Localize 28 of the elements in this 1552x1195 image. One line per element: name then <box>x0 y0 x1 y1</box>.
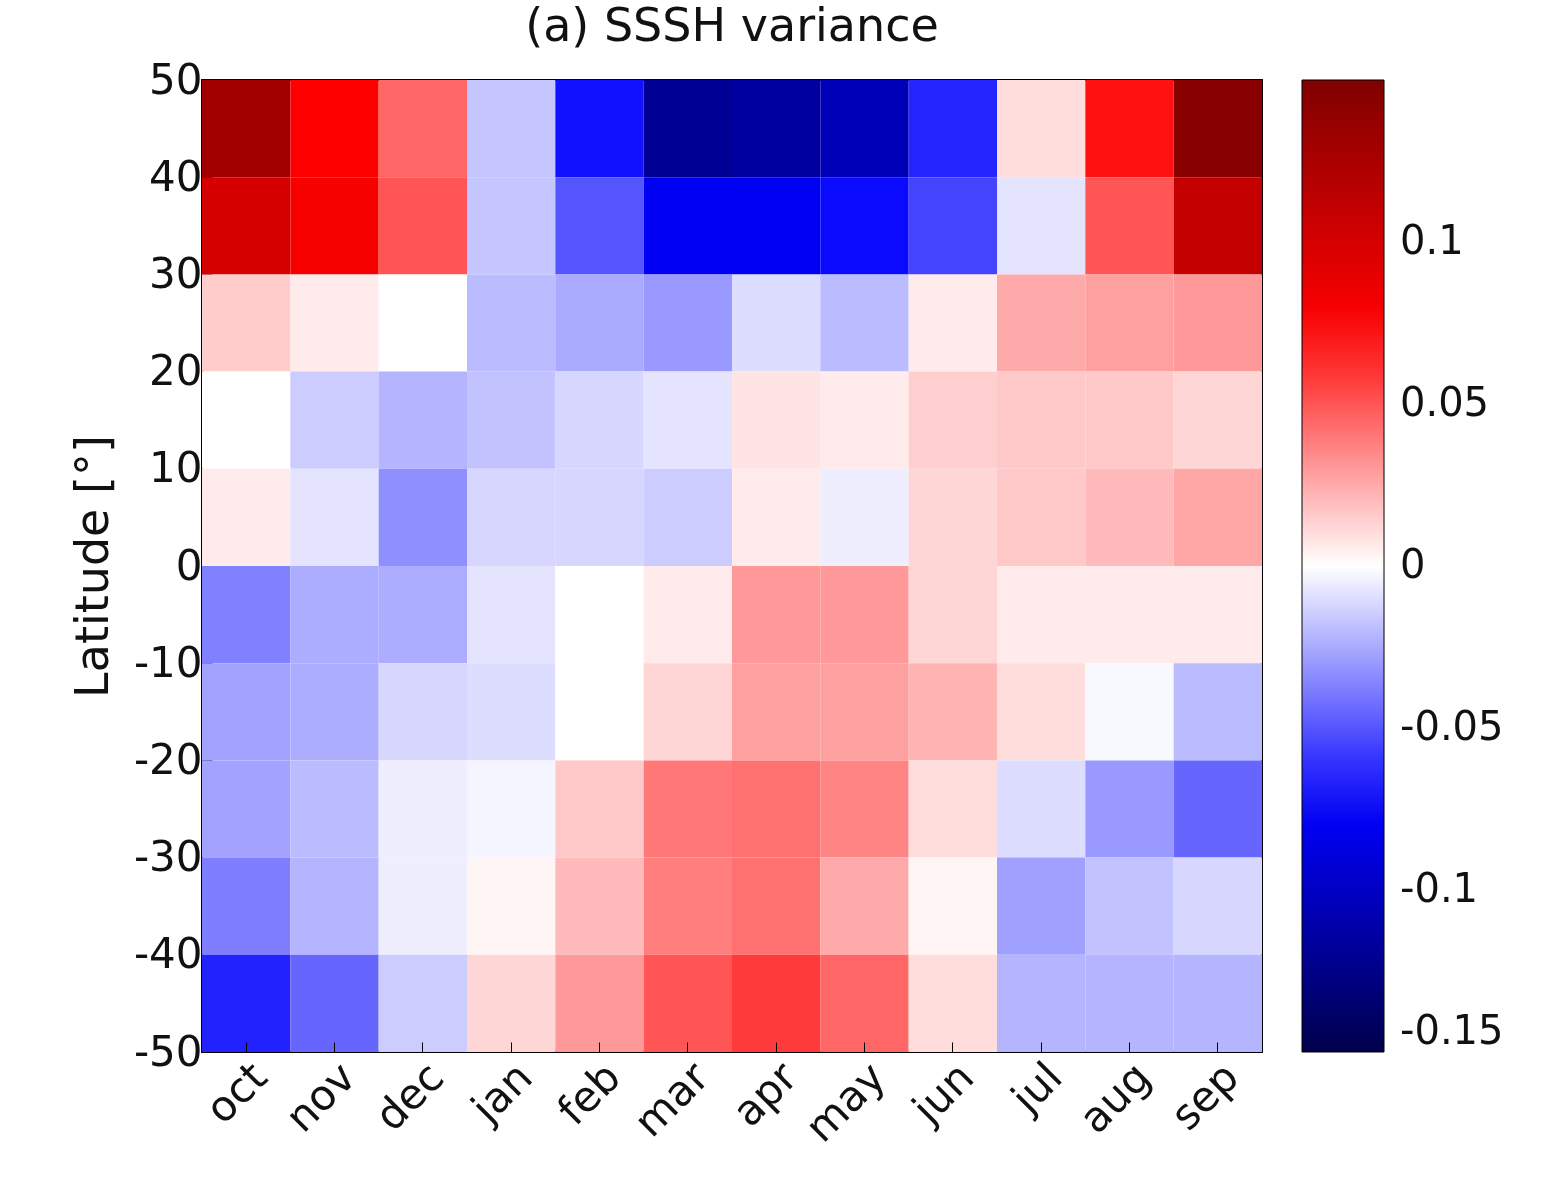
x-tick-label: nov <box>275 1052 365 1142</box>
y-tick-label: 10 <box>149 443 203 493</box>
x-tick-label: jul <box>1000 1052 1072 1123</box>
y-tick-label: -40 <box>133 929 203 979</box>
color-bar-label: -0.15 <box>1400 1007 1504 1053</box>
y-tick-label: 20 <box>149 346 203 396</box>
x-tick-label: dec <box>365 1052 454 1141</box>
color-bar-label: -0.05 <box>1400 703 1504 749</box>
y-tick-label: 30 <box>149 248 203 298</box>
y-tick-label: 50 <box>149 54 203 104</box>
y-axis-title: Latitude [°] <box>64 435 119 698</box>
color-bar-label: 0.1 <box>1400 217 1464 263</box>
y-tick-label: -10 <box>133 637 203 687</box>
y-tick-label: -20 <box>133 734 203 784</box>
color-bar-label: 0 <box>1400 541 1426 587</box>
chart-title: (a) SSSH variance <box>525 0 939 52</box>
x-tick-label: apr <box>722 1051 808 1137</box>
x-tick-label: feb <box>547 1052 630 1135</box>
y-tick-label: 40 <box>149 151 203 201</box>
y-tick-label: -30 <box>133 832 203 882</box>
x-tick-label: sep <box>1160 1052 1249 1140</box>
y-tick-label: 0 <box>175 540 203 590</box>
y-tick-label: -50 <box>133 1026 203 1076</box>
color-bar-label: 0.05 <box>1400 379 1490 425</box>
x-tick-label: aug <box>1069 1052 1160 1143</box>
x-tick-label: jun <box>901 1052 984 1134</box>
x-tick-label: jan <box>460 1052 542 1133</box>
color-bar-label: -0.1 <box>1400 865 1479 911</box>
